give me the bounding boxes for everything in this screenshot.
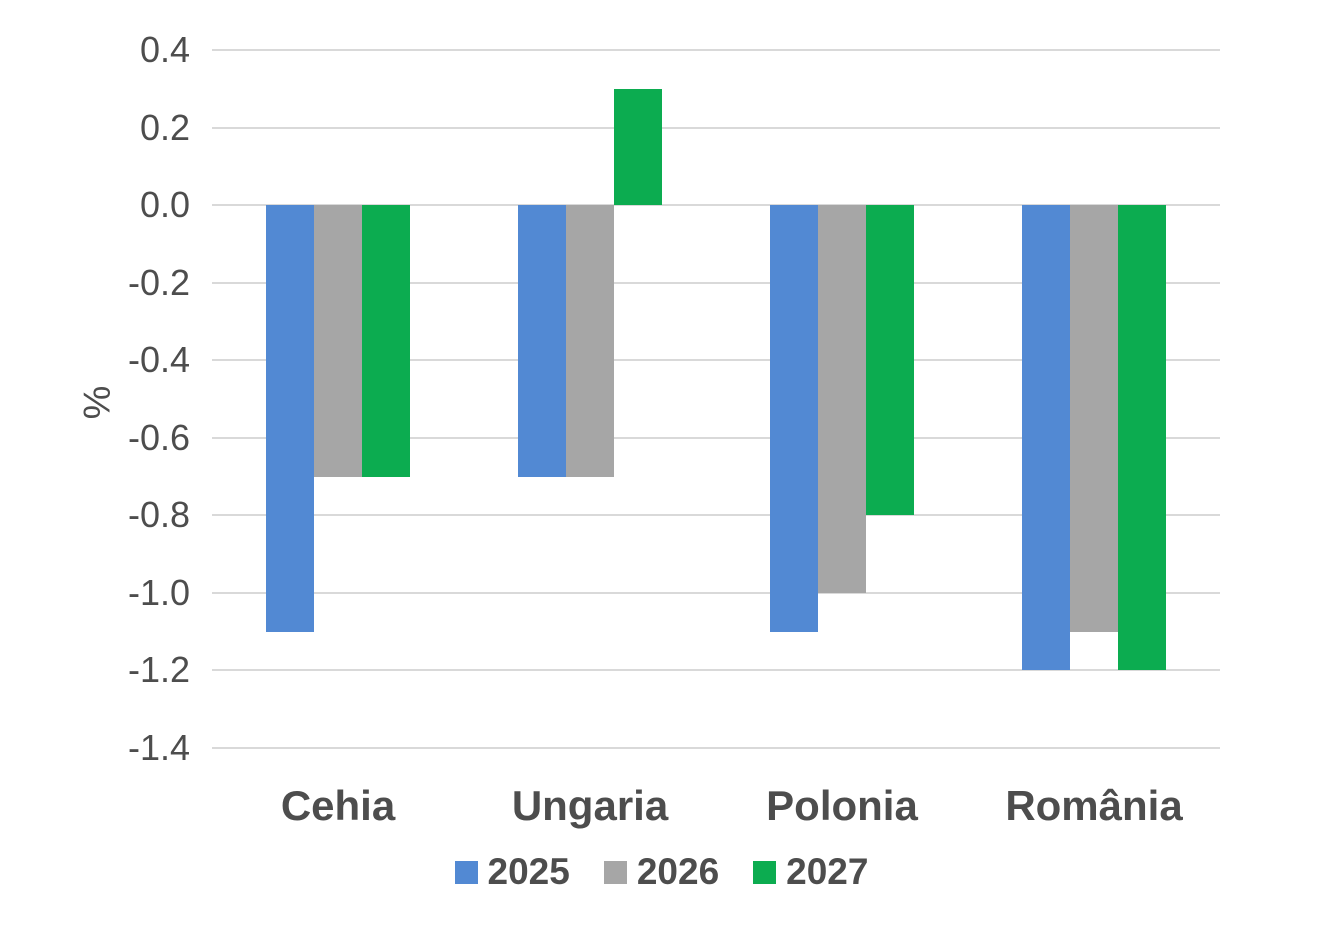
y-tick-label: 0.0 (139, 184, 190, 226)
gridline (212, 747, 1220, 749)
gridline (212, 49, 1220, 51)
gridline (212, 204, 1220, 207)
y-tick-label: -1.4 (127, 727, 190, 768)
y-tick-label: -0.2 (127, 261, 190, 303)
bar-polonia-2026 (818, 205, 866, 593)
bar-ungaria-2026 (566, 205, 614, 477)
bar-cehia-2026 (314, 205, 362, 477)
gridline (212, 281, 1220, 284)
y-tick-label: -0.8 (127, 494, 190, 536)
bar-românia-2025 (1022, 205, 1070, 671)
x-category-label-românia: România (1005, 782, 1183, 829)
legend-item-2026: 2026 (603, 851, 720, 892)
legend-swatch-icon (753, 860, 777, 884)
gridline (212, 514, 1220, 517)
legend-item-2025: 2025 (454, 851, 570, 892)
x-category-label-ungaria: Ungaria (511, 782, 669, 829)
y-tick-label: -1.0 (127, 571, 190, 613)
legend: 2025 2026 2027 (0, 852, 1323, 892)
gridline (212, 359, 1220, 362)
bar-cehia-2027 (362, 205, 410, 477)
gridline (212, 669, 1220, 672)
bar-polonia-2025 (770, 205, 818, 632)
y-tick-label: -0.4 (127, 339, 190, 381)
x-category-label-polonia: Polonia (766, 782, 918, 829)
bar-românia-2026 (1070, 205, 1118, 632)
legend-label: 2026 (636, 851, 720, 892)
legend-swatch-icon (603, 860, 627, 884)
y-tick-label: 0.2 (139, 106, 190, 148)
y-tick-label: -1.2 (127, 649, 190, 691)
bar-polonia-2027 (866, 205, 914, 516)
gridline (212, 591, 1220, 594)
gridline (212, 126, 1220, 129)
x-category-label-cehia: Cehia (280, 782, 396, 829)
legend-label: 2025 (487, 851, 570, 892)
legend-swatch-icon (454, 860, 478, 884)
bar-ungaria-2025 (518, 205, 566, 477)
legend-label: 2027 (786, 851, 869, 892)
bar-românia-2027 (1118, 205, 1166, 671)
bar-cehia-2025 (266, 205, 314, 632)
bar-ungaria-2027 (614, 88, 662, 206)
legend-item-2027: 2027 (753, 852, 868, 892)
gridline (212, 436, 1220, 439)
y-tick-label: 0.4 (139, 29, 190, 70)
y-tick-label: -0.6 (127, 416, 190, 458)
